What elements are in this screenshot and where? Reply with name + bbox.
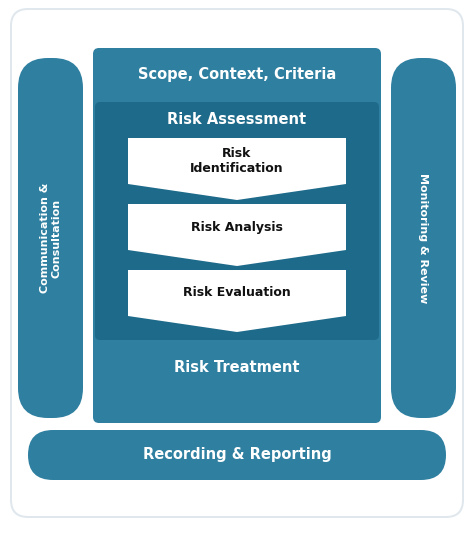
Text: Risk
Identification: Risk Identification — [190, 147, 284, 175]
Text: Scope, Context, Criteria: Scope, Context, Criteria — [138, 66, 336, 81]
Text: Communication &
Consultation: Communication & Consultation — [40, 183, 61, 293]
FancyBboxPatch shape — [95, 50, 379, 98]
FancyBboxPatch shape — [93, 48, 381, 423]
Text: Monitoring & Review: Monitoring & Review — [419, 173, 428, 303]
FancyBboxPatch shape — [12, 10, 462, 516]
Text: Risk Evaluation: Risk Evaluation — [183, 287, 291, 300]
FancyBboxPatch shape — [391, 58, 456, 418]
Text: Recording & Reporting: Recording & Reporting — [143, 448, 331, 463]
FancyBboxPatch shape — [28, 430, 446, 480]
Polygon shape — [128, 204, 346, 266]
FancyBboxPatch shape — [95, 344, 379, 392]
Polygon shape — [128, 138, 346, 200]
Polygon shape — [128, 270, 346, 332]
Text: Risk Treatment: Risk Treatment — [174, 361, 300, 376]
Text: Risk Analysis: Risk Analysis — [191, 220, 283, 234]
FancyBboxPatch shape — [18, 58, 83, 418]
FancyBboxPatch shape — [95, 102, 379, 340]
FancyBboxPatch shape — [10, 8, 464, 518]
Text: Risk Assessment: Risk Assessment — [167, 113, 307, 128]
